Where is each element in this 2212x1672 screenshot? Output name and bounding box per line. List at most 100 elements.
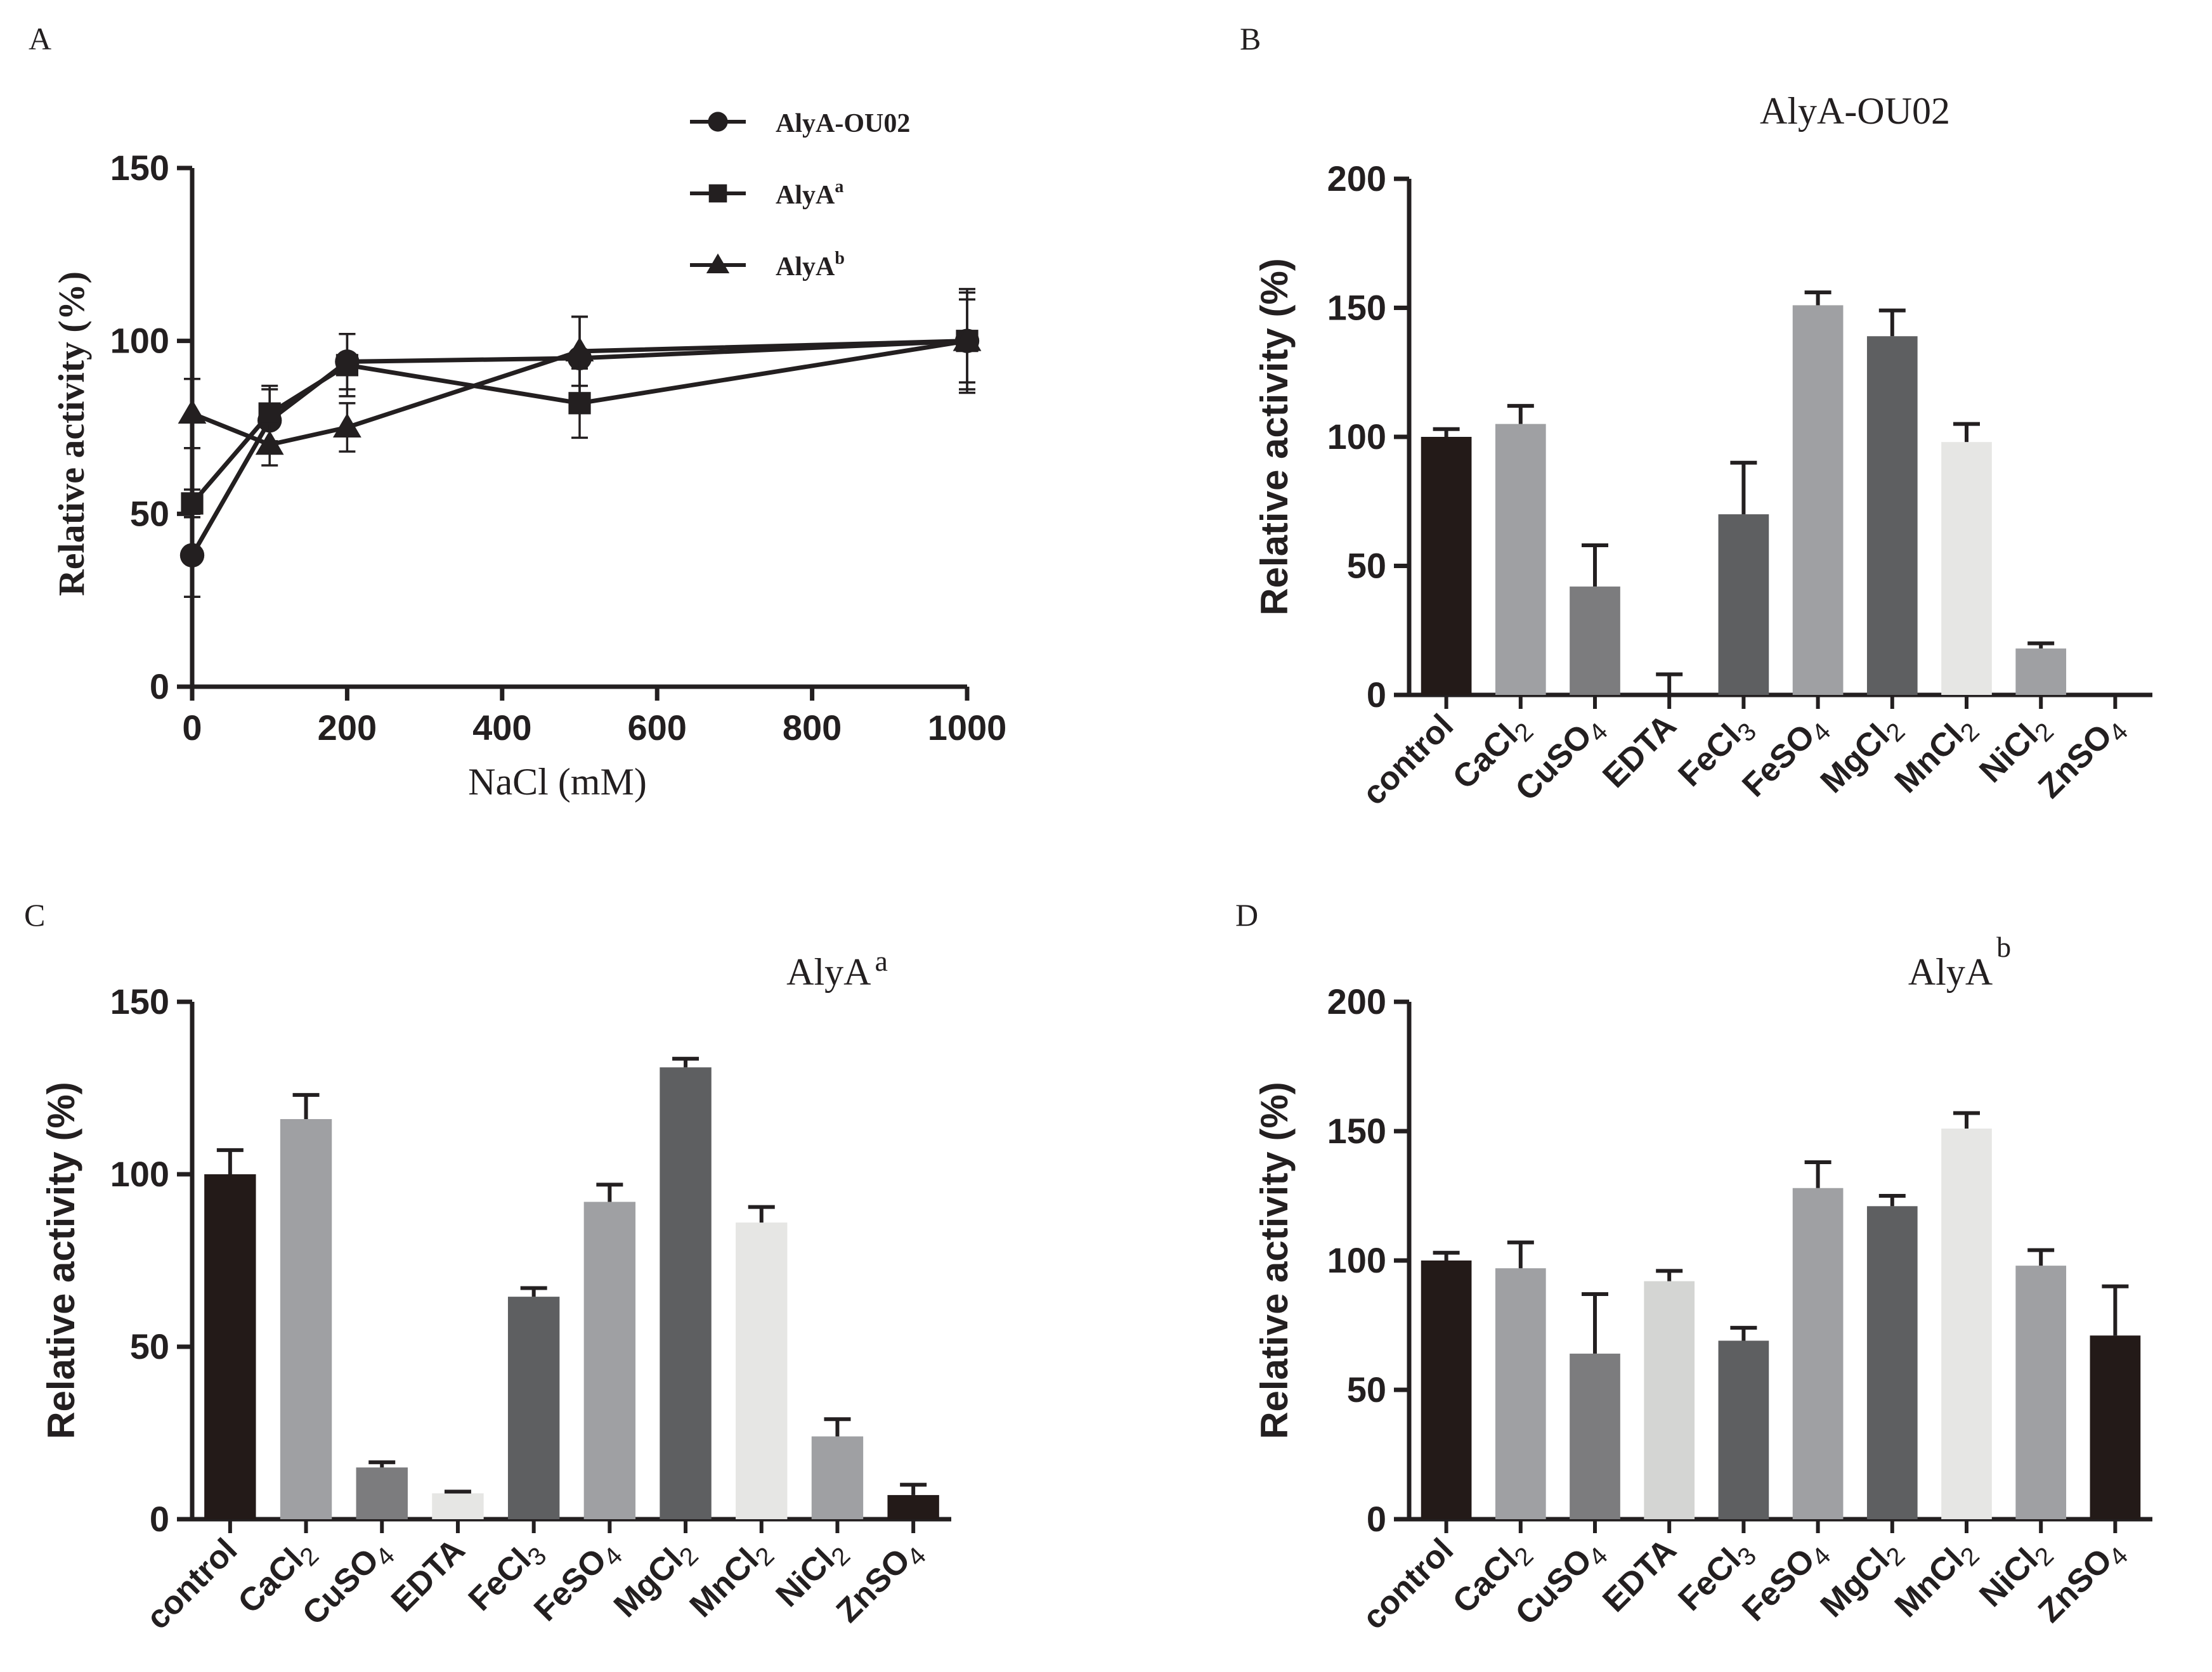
chart-title-base: AlyA — [786, 951, 871, 993]
legend-label: AlyA-OU02 — [776, 109, 910, 138]
legend-label-base: AlyA — [776, 181, 835, 210]
data-point — [255, 430, 284, 455]
y-tick-label: 0 — [1367, 1499, 1386, 1539]
bar-group-control — [204, 1148, 256, 1533]
bar — [1495, 1268, 1546, 1519]
chart-title: AlyAb — [1908, 931, 2011, 993]
bar — [1941, 442, 1992, 695]
bar-group-fecl3 — [1718, 460, 1769, 709]
bar — [1718, 514, 1769, 695]
x-tick-label: 0 — [182, 708, 202, 748]
data-point — [953, 327, 982, 351]
bar-group-nicl2 — [2015, 641, 2067, 709]
y-axis-label: Relative activity (%) — [1253, 1082, 1296, 1439]
legend-label-base: AlyA — [776, 252, 835, 282]
bar — [1570, 1353, 1620, 1519]
bar-group-edta — [1644, 1269, 1695, 1533]
chart-title-base: AlyA-OU02 — [1760, 90, 1950, 132]
bar-group-cuso4 — [356, 1460, 408, 1533]
data-point — [565, 337, 594, 362]
bar — [1570, 586, 1620, 695]
bar-group-cuso4 — [1570, 543, 1620, 709]
bar — [432, 1493, 484, 1519]
bar — [1421, 1260, 1472, 1519]
bar-group-znso4 — [2090, 1284, 2141, 1533]
bar — [660, 1067, 712, 1519]
y-tick-label: 50 — [1347, 1370, 1386, 1410]
bar-group-cacl2 — [1495, 404, 1546, 709]
bar — [887, 1494, 939, 1519]
bar-group-feso4 — [1792, 290, 1844, 709]
data-point — [333, 413, 361, 437]
y-axis-label: Relative activity (%) — [1253, 258, 1296, 616]
bar — [280, 1118, 332, 1519]
bar-group-edta — [432, 1489, 484, 1533]
bar — [1866, 1206, 1918, 1519]
legend-label-base: AlyA-OU02 — [776, 109, 910, 138]
panel-a-line-chart: 0 50 100 150 0 200 400 600 800 1000 NaCl (mM) Relat… — [51, 109, 1006, 803]
data-point — [179, 543, 205, 567]
x-axis-label: NaCl (mM) — [468, 761, 647, 803]
bar-group-mgcl2 — [1866, 1194, 1918, 1533]
panel-label-d: D — [1235, 897, 1258, 933]
bar-group-edta — [1656, 672, 1683, 709]
x-tick-label: 1000 — [928, 708, 1007, 748]
chart-title: AlyA-OU02 — [1760, 90, 1950, 132]
data-point — [181, 492, 204, 515]
legend-marker — [708, 112, 728, 132]
x-tick-label: 600 — [627, 708, 686, 748]
chart-title-sup: b — [1996, 931, 2011, 963]
bar — [736, 1222, 788, 1519]
bar-group-cuso4 — [1570, 1292, 1620, 1533]
panel-label-c: C — [24, 897, 45, 933]
bar-group-cacl2 — [1495, 1240, 1546, 1533]
y-tick-label: 0 — [1367, 675, 1386, 715]
data-point — [258, 402, 281, 425]
legend-item: AlyA-OU02 — [690, 109, 910, 138]
bar-group-feso4 — [1792, 1160, 1844, 1533]
bar — [1941, 1128, 1992, 1519]
y-axis-label: Relative activity (%) — [40, 1082, 82, 1439]
bar — [1644, 1281, 1695, 1519]
data-point — [568, 392, 591, 415]
bar-group-mncl2 — [1941, 422, 1992, 709]
y-tick-label: 100 — [1327, 1240, 1386, 1280]
bar-group-nicl2 — [2015, 1248, 2067, 1533]
y-tick-label: 150 — [1327, 288, 1386, 328]
legend-marker — [706, 253, 730, 273]
x-tick-label: 200 — [318, 708, 377, 748]
y-tick-label: 100 — [1327, 417, 1386, 457]
data-point — [335, 354, 358, 377]
bar-group-fecl3 — [507, 1286, 560, 1533]
bar — [1495, 424, 1546, 695]
bar-group-feso4 — [583, 1183, 636, 1533]
y-tick-label: 50 — [130, 1326, 169, 1366]
legend-label-sup: a — [835, 177, 843, 197]
bar — [1718, 1340, 1769, 1519]
bar-group-control — [1421, 1250, 1472, 1533]
bar — [2015, 1266, 2067, 1519]
y-tick-label: 50 — [130, 493, 169, 533]
legend-item: AlyAa — [690, 177, 843, 210]
panel-label-b: B — [1240, 21, 1261, 56]
x-tick-label: 800 — [783, 708, 842, 748]
y-tick-label: 200 — [1327, 159, 1386, 198]
bar — [2090, 1335, 2141, 1519]
bar — [1792, 1188, 1844, 1519]
bar — [507, 1297, 560, 1519]
legend-marker — [708, 184, 727, 203]
bar-group-control — [1421, 427, 1472, 709]
bar-group-mncl2 — [1941, 1111, 1992, 1533]
bar — [811, 1436, 864, 1519]
y-tick-label: 150 — [110, 982, 169, 1021]
y-tick-label: 150 — [1327, 1111, 1386, 1151]
chart-title: AlyA a — [786, 945, 888, 993]
legend-label: AlyAa — [776, 177, 843, 210]
y-tick-label: 200 — [1327, 982, 1386, 1021]
y-tick-label: 100 — [110, 321, 169, 361]
bar — [1421, 437, 1472, 695]
bar — [204, 1174, 256, 1519]
data-point — [178, 399, 207, 424]
